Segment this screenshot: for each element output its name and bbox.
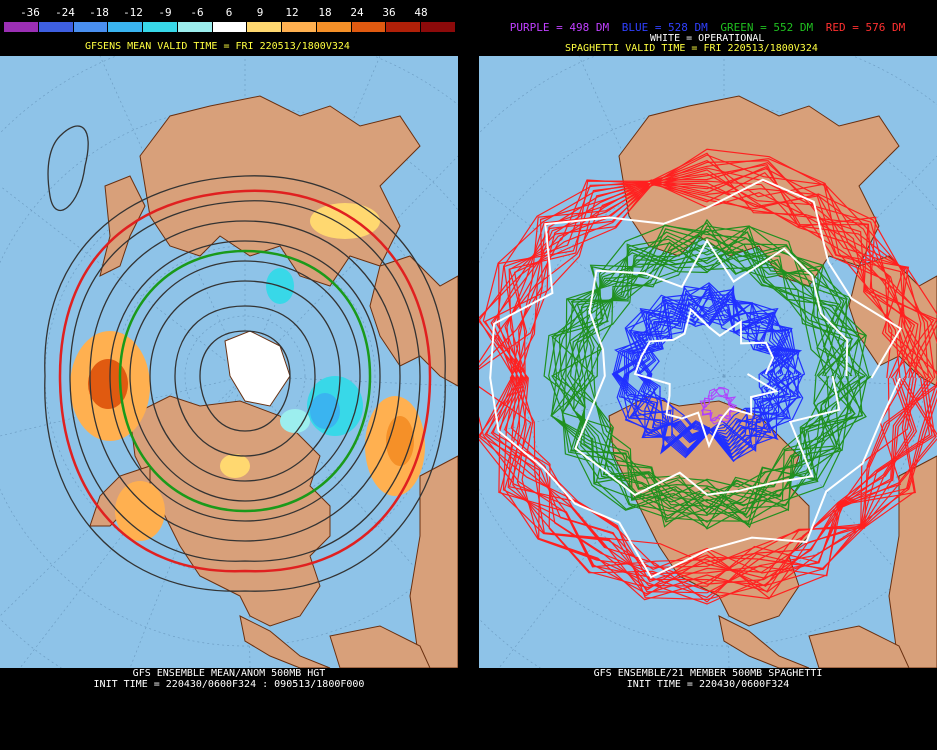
spaghetti-line bbox=[699, 388, 739, 422]
legend-red: RED = 576 DM bbox=[825, 21, 906, 34]
legend-label: 9 bbox=[256, 6, 264, 19]
legend-swatch bbox=[247, 22, 283, 32]
ensemble-mean-map bbox=[0, 56, 458, 668]
spaghetti-line bbox=[561, 249, 857, 517]
spaghetti-line bbox=[484, 181, 915, 587]
spaghetti-map-svg bbox=[479, 56, 937, 668]
spaghetti-line bbox=[611, 294, 799, 462]
spaghetti-line bbox=[633, 307, 779, 449]
spaghetti-line bbox=[550, 245, 864, 525]
legend-label: 24 bbox=[350, 6, 364, 19]
spaghetti-line bbox=[502, 164, 937, 594]
mean-map-svg bbox=[0, 56, 458, 668]
spaghetti-line bbox=[485, 184, 929, 601]
spaghetti-line bbox=[519, 167, 937, 605]
spaghetti-line bbox=[580, 228, 861, 506]
legend-swatch bbox=[351, 22, 387, 32]
contour-576 bbox=[58, 189, 432, 573]
left-footer-line2: INIT TIME = 220430/0600F324 : 090513/180… bbox=[93, 679, 365, 690]
spaghetti-line bbox=[576, 224, 872, 523]
height-contours bbox=[44, 125, 446, 592]
legend-label: 18 bbox=[318, 6, 332, 19]
right-footer-line1: GFS ENSEMBLE/21 MEMBER 500MB SPAGHETTI bbox=[593, 668, 823, 679]
spaghetti-line bbox=[700, 388, 737, 421]
spaghetti-line bbox=[550, 238, 870, 519]
legend-swatch bbox=[4, 22, 39, 32]
legend-label: 12 bbox=[285, 6, 299, 19]
left-footer-line1: GFS ENSEMBLE MEAN/ANOM 500MB HGT bbox=[132, 668, 326, 679]
legend-label: 48 bbox=[414, 6, 428, 19]
legend-swatch bbox=[177, 22, 213, 32]
legend-label: -9 bbox=[158, 6, 172, 19]
operational-label: WHITE = OPERATIONAL bbox=[650, 33, 765, 44]
legend-label: -12 bbox=[123, 6, 143, 19]
legend-labels: -36 -24 -18 -12 -9 -6 6 9 12 18 24 36 48 bbox=[0, 6, 462, 20]
spaghetti-line bbox=[558, 242, 862, 511]
spaghetti-line bbox=[479, 182, 937, 601]
spaghetti-line bbox=[479, 160, 937, 595]
legend-swatch bbox=[73, 22, 109, 32]
legend-swatch bbox=[282, 22, 317, 32]
spaghetti-line bbox=[548, 222, 860, 529]
spaghetti-line bbox=[574, 238, 849, 497]
spaghetti-line bbox=[701, 386, 735, 423]
legend-label: -24 bbox=[55, 6, 75, 19]
right-footer-line2: INIT TIME = 220430/0600F324 bbox=[626, 679, 790, 690]
spaghetti-legend: PURPLE = 498 DM BLUE = 528 DM GREEN = 55… bbox=[478, 21, 937, 34]
spaghetti-map bbox=[479, 56, 937, 668]
spaghetti-line bbox=[572, 236, 868, 512]
spaghetti-line bbox=[503, 173, 937, 577]
legend-swatch bbox=[38, 22, 74, 32]
legend-blue: BLUE = 528 DM bbox=[621, 21, 708, 34]
left-panel-title: GFSENS MEAN VALID TIME = FRI 220513/1800… bbox=[85, 41, 350, 52]
spaghetti-line bbox=[570, 235, 866, 529]
legend-label: -6 bbox=[190, 6, 204, 19]
spaghetti-line bbox=[552, 231, 843, 530]
spaghetti-line bbox=[489, 178, 902, 579]
spaghetti-line bbox=[551, 225, 856, 515]
legend-purple: PURPLE = 498 DM bbox=[509, 21, 610, 34]
legend-label: -36 bbox=[20, 6, 40, 19]
legend-swatch bbox=[386, 22, 422, 32]
legend-label: 6 bbox=[225, 6, 233, 19]
spaghetti-contours bbox=[479, 148, 937, 605]
legend-green: GREEN = 552 DM bbox=[720, 21, 814, 34]
legend-swatches bbox=[4, 22, 456, 32]
right-footer: GFS ENSEMBLE/21 MEMBER 500MB SPAGHETTI I… bbox=[479, 668, 937, 690]
right-panel-title: SPAGHETTI VALID TIME = FRI 220513/1800V3… bbox=[565, 43, 818, 54]
spaghetti-line bbox=[508, 180, 937, 600]
legend-label: -18 bbox=[89, 6, 109, 19]
spaghetti-line bbox=[569, 247, 867, 509]
anomaly-color-legend: -36 -24 -18 -12 -9 -6 6 9 12 18 24 36 48 bbox=[0, 0, 462, 36]
legend-swatch bbox=[143, 22, 178, 32]
contour-552 bbox=[118, 249, 372, 513]
spaghetti-line bbox=[492, 148, 931, 597]
spaghetti-line bbox=[509, 169, 937, 579]
legend-swatch bbox=[421, 22, 456, 32]
spaghetti-line bbox=[566, 241, 870, 506]
spaghetti-line bbox=[561, 231, 867, 523]
spaghetti-line bbox=[632, 296, 794, 458]
legend-swatch bbox=[108, 22, 144, 32]
legend-label: 36 bbox=[382, 6, 396, 19]
legend-swatch bbox=[316, 22, 352, 32]
left-footer: GFS ENSEMBLE MEAN/ANOM 500MB HGT INIT TI… bbox=[0, 668, 458, 690]
legend-swatch bbox=[212, 22, 248, 32]
